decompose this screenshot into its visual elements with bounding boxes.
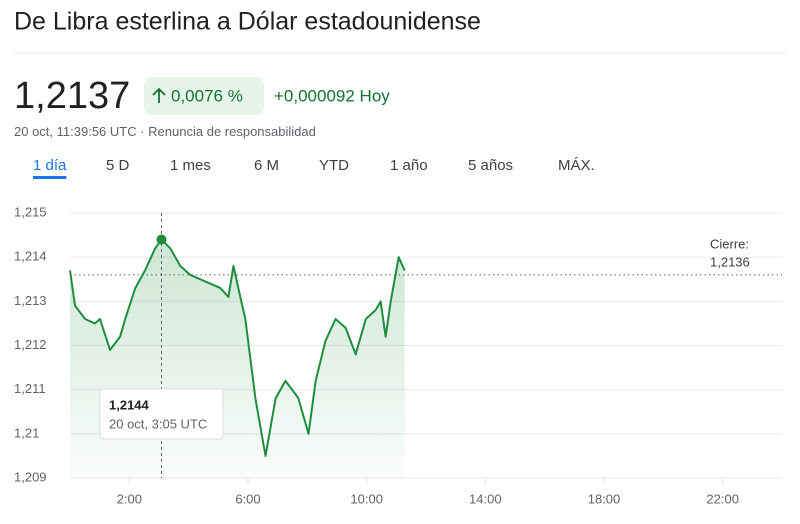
close-label: Cierre: <box>710 236 749 251</box>
tooltip-value: 1,2144 <box>109 397 150 412</box>
title: De Libra esterlina a Dólar estadounidens… <box>14 8 481 36</box>
y-tick-label: 1,21 <box>14 425 39 440</box>
up-arrow <box>152 87 166 103</box>
y-tick-label: 1,213 <box>14 293 47 308</box>
change-pill <box>144 77 264 115</box>
tab[interactable]: 5 D <box>106 157 130 174</box>
tab[interactable]: 1 mes <box>170 157 211 174</box>
change-percent: 0,0076 % <box>171 86 243 105</box>
separator: · <box>137 124 149 139</box>
price: 1,2137 <box>14 75 130 117</box>
timestamp: 20 oct, 11:39:56 UTC · Renuncia de respo… <box>14 124 316 139</box>
plot: 1,209 1,21 1,211 1,212 1,213 1,214 1,215 2:00 6:… <box>14 204 782 506</box>
tab[interactable]: 6 M <box>254 157 279 174</box>
highlight-dot <box>156 234 167 245</box>
tab[interactable]: 1 año <box>390 157 428 174</box>
x-tick-label: 14:00 <box>469 491 502 506</box>
y-tick-label: 1,212 <box>14 337 47 352</box>
line <box>69 238 406 457</box>
tab[interactable]: MÁX. <box>558 157 595 174</box>
y-tick-label: 1,214 <box>14 249 47 264</box>
x-tick-label: 10:00 <box>350 491 383 506</box>
x-tick-label: 18:00 <box>588 491 621 506</box>
disclaimer[interactable]: Renuncia de responsabilidad <box>148 124 316 139</box>
close-value: 1,2136 <box>710 254 750 269</box>
x-tick-label: 2:00 <box>117 491 142 506</box>
tooltip-time: 20 oct, 3:05 UTC <box>109 416 207 431</box>
y-tick-label: 1,211 <box>14 381 46 396</box>
tabs: 1 día 5 D 1 mes 6 M YTD 1 año 5 años MÁX. <box>33 157 595 179</box>
tab-underline <box>33 176 67 179</box>
tooltip <box>99 388 224 440</box>
x-tick-label: 22:00 <box>706 491 739 506</box>
change-abs: +0,000092 Hoy <box>274 86 390 105</box>
y-tick-label: 1,215 <box>14 204 47 219</box>
x-tick-label: 6:00 <box>235 491 260 506</box>
tab[interactable]: YTD <box>319 157 349 174</box>
tab[interactable]: 1 día <box>33 157 67 174</box>
tab[interactable]: 5 años <box>468 157 513 174</box>
y-tick-label: 1,209 <box>14 469 47 484</box>
timestamp-text: 20 oct, 11:39:56 UTC <box>14 124 137 139</box>
